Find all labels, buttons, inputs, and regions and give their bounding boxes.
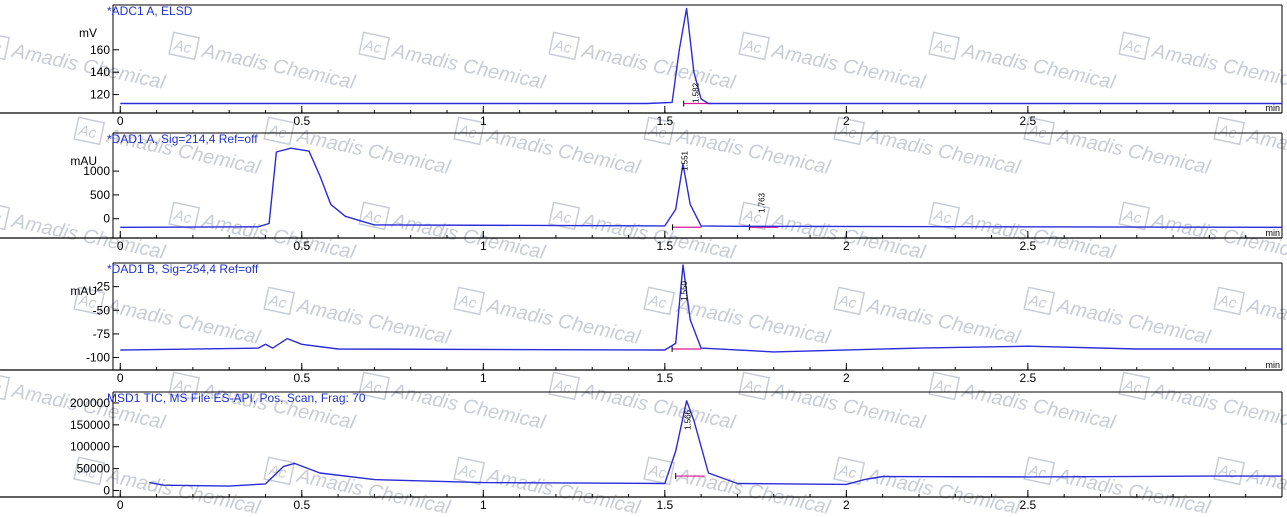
signal-trace xyxy=(120,7,1282,105)
x-tick-label: 1.5 xyxy=(656,239,673,253)
x-tick-label: 0.5 xyxy=(293,239,310,253)
watermark-logo-text: Ac xyxy=(171,207,193,228)
watermark-logo-text: Ac xyxy=(646,292,668,313)
x-tick-label: 2.5 xyxy=(1020,239,1037,253)
watermark-logo-text: Ac xyxy=(836,292,858,313)
x-tick-label: 0.5 xyxy=(293,498,310,512)
x-tick-label: 1.5 xyxy=(656,498,673,512)
y-tick-label: 120 xyxy=(90,88,110,102)
watermark-logo-text: Ac xyxy=(266,122,288,143)
watermark-logo-text: Ac xyxy=(456,292,478,313)
watermark-logo-text: Ac xyxy=(551,207,573,228)
watermark-logo-text: Ac xyxy=(931,207,953,228)
panel-title: *ADC1 A, ELSD xyxy=(107,4,193,18)
watermark-logo-text: Ac xyxy=(741,207,763,228)
watermark-logo-text: Ac xyxy=(171,37,193,58)
x-tick-label: 2 xyxy=(843,371,850,385)
chart-panel-1: 0 0.5 1 1.5 2 2.5 min 120 140 160 mV *ADC1 A, ELSD 1… xyxy=(0,4,1283,128)
x-axis-label: min xyxy=(1265,360,1280,370)
watermark-logo-text: Ac xyxy=(646,462,668,483)
watermark-logo-text: Ac xyxy=(76,122,98,143)
watermark-logo-text: Ac xyxy=(836,462,858,483)
watermark-logo-text: Ac xyxy=(551,37,573,58)
x-axis-label: min xyxy=(1265,228,1280,238)
watermark-logo-text: Ac xyxy=(646,122,668,143)
y-tick-label: 50000 xyxy=(77,462,111,476)
signal-trace xyxy=(120,264,1282,353)
watermark-logo-text: Ac xyxy=(456,122,478,143)
x-tick-label: 1 xyxy=(480,114,487,128)
x-tick-label: 0 xyxy=(117,239,124,253)
watermark-logo-text: Ac xyxy=(1216,292,1238,313)
watermark-logo-text: Ac xyxy=(1121,207,1143,228)
y-tick-label: 0 xyxy=(103,483,110,497)
chart-panel-4: 0 0.5 1 1.5 2 2.5 0 50000 100000 150000 200000MSD1… xyxy=(0,391,1283,512)
x-tick-label: 2.5 xyxy=(1020,498,1037,512)
y-axis-label: mAU xyxy=(70,284,97,298)
x-tick-label: 0 xyxy=(117,371,124,385)
watermark-logo-text: Ac xyxy=(1216,122,1238,143)
y-axis-label: mAU xyxy=(70,154,97,168)
x-tick-label: 2 xyxy=(843,498,850,512)
peak-label: 1.566 xyxy=(684,409,693,430)
peak-label: 1.763 xyxy=(757,192,766,213)
x-tick-label: 2 xyxy=(843,239,850,253)
watermark-logo-text: Ac xyxy=(76,292,98,313)
x-tick-label: 1.5 xyxy=(656,114,673,128)
x-tick-label: 1.5 xyxy=(656,371,673,385)
y-tick-label: -75 xyxy=(93,327,111,341)
watermark-logo-text: Ac xyxy=(836,122,858,143)
y-tick-label: 500 xyxy=(90,188,110,202)
panel-title: *DAD1 A, Sig=214,4 Ref=off xyxy=(107,132,258,146)
y-axis-label: mV xyxy=(79,26,97,40)
x-tick-label: 2.5 xyxy=(1020,371,1037,385)
watermark-logo-text: Ac xyxy=(931,37,953,58)
y-tick-label: -100 xyxy=(86,351,110,365)
x-axis-label: min xyxy=(1265,103,1280,113)
watermark-logo-text: Ac xyxy=(1121,37,1143,58)
x-tick-label: 2.5 xyxy=(1020,114,1037,128)
watermark-logo-text: Ac xyxy=(76,462,98,483)
signal-trace xyxy=(120,147,1283,228)
peak-label: 1.550 xyxy=(680,280,689,301)
watermark-logo-text: Ac xyxy=(741,37,763,58)
x-tick-label: 2 xyxy=(843,114,850,128)
watermark-logo-text: Ac xyxy=(361,37,383,58)
x-tick-label: 0 xyxy=(117,498,124,512)
y-tick-label: 0 xyxy=(103,212,110,226)
panel-title: MSD1 TIC, MS File ES-API, Pos, Scan, Fra… xyxy=(107,391,366,405)
y-tick-label: 160 xyxy=(90,43,110,57)
x-tick-label: 0.5 xyxy=(293,371,310,385)
x-tick-label: 1 xyxy=(480,498,487,512)
y-tick-label: -50 xyxy=(93,303,111,317)
y-tick-label: 150000 xyxy=(70,418,110,432)
y-tick-label: 1000 xyxy=(83,164,110,178)
x-tick-label: 1 xyxy=(480,371,487,385)
panel-title: *DAD1 B, Sig=254,4 Ref=off xyxy=(107,262,259,276)
y-tick-label: 140 xyxy=(90,65,110,79)
peak-label: 1.582 xyxy=(692,82,701,103)
watermark-logo-text: Ac xyxy=(1026,292,1048,313)
peak-label: 1.551 xyxy=(680,150,689,171)
signal-trace xyxy=(149,400,1282,487)
watermark-logo-text: Ac xyxy=(456,462,478,483)
y-tick-label: -25 xyxy=(93,280,111,294)
watermark-logo-text: Ac xyxy=(266,292,288,313)
watermark-logo-text: Ac xyxy=(1026,122,1048,143)
x-tick-label: 0.5 xyxy=(293,114,310,128)
watermark-logo-text: Ac xyxy=(1216,462,1238,483)
y-tick-label: 100000 xyxy=(70,440,110,454)
y-tick-label: 200000 xyxy=(70,396,110,410)
x-tick-label: 0 xyxy=(117,114,124,128)
x-tick-label: 1 xyxy=(480,239,487,253)
